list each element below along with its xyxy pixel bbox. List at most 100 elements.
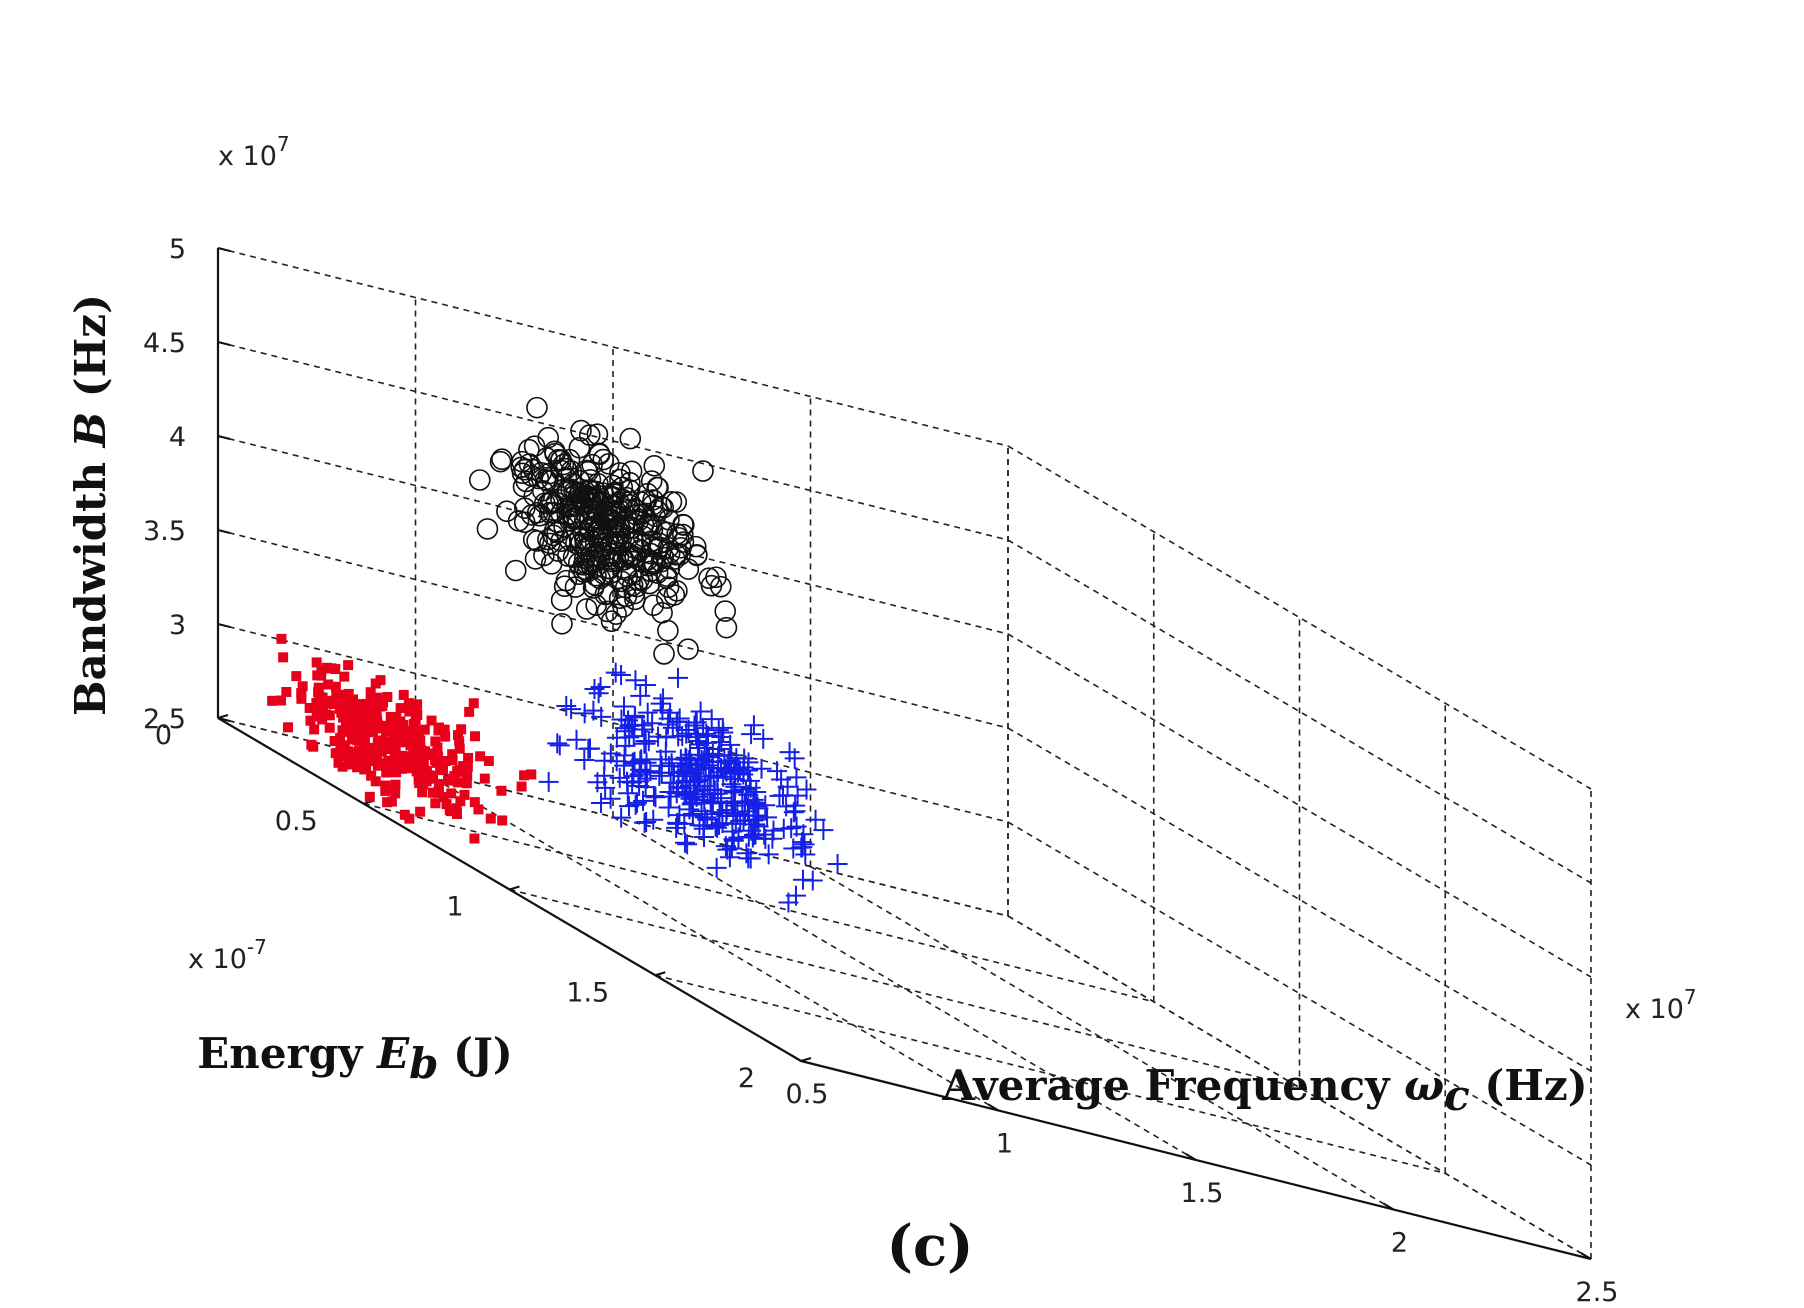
backwall-gridline-z (217, 247, 1009, 447)
data-point-circle (647, 476, 669, 499)
data-point-plus (611, 664, 632, 685)
data-point-plus (700, 779, 721, 800)
data-point-circle (468, 469, 491, 491)
data-point-square (433, 725, 444, 736)
sidewall-gridline-z (1007, 727, 1592, 1072)
data-point-plus (683, 772, 704, 793)
data-point-circle (511, 462, 534, 485)
data-point-plus (792, 869, 813, 890)
data-point-circle (608, 587, 631, 609)
data-point-square (405, 740, 416, 751)
data-point-square (385, 744, 396, 755)
data-point-plus (643, 786, 664, 807)
data-point-circle (620, 460, 643, 483)
data-point-square (415, 806, 426, 817)
data-point-square (385, 723, 396, 734)
data-point-plus (805, 809, 826, 830)
data-point-plus (686, 786, 707, 807)
z-axis-title: Bandwidth B (Hz) (66, 294, 115, 716)
z-tick (217, 247, 231, 252)
x-tick (1382, 1202, 1395, 1211)
data-point-square (424, 770, 435, 781)
data-point-circle (642, 594, 665, 617)
data-point-circle (513, 458, 536, 481)
data-point-square (276, 633, 287, 644)
data-point-plus (595, 777, 616, 798)
data-point-square (412, 759, 423, 770)
data-point-plus (666, 817, 687, 838)
data-point-square (365, 696, 376, 707)
data-point-circle (476, 518, 499, 540)
data-point-circle (646, 538, 669, 560)
data-point-plus (538, 771, 559, 792)
data-point-plus (762, 828, 783, 849)
data-point-plus (723, 802, 744, 823)
data-point-circle (553, 575, 576, 598)
data-point-plus (736, 779, 757, 800)
data-point-square (462, 761, 473, 772)
data-point-circle (574, 538, 597, 560)
data-point-square (443, 775, 454, 786)
data-point-square (345, 756, 356, 767)
data-point-circle (533, 544, 555, 567)
data-point-square (370, 717, 381, 728)
data-point-square (375, 701, 386, 712)
data-point-circle (568, 534, 591, 556)
data-point-square (430, 736, 441, 747)
data-point-circle (575, 598, 598, 620)
data-point-plus (685, 712, 706, 733)
data-point-square (311, 657, 322, 668)
data-point-circle (555, 457, 577, 480)
data-point-square (358, 730, 369, 741)
data-point-square (445, 806, 456, 817)
data-point-plus (600, 743, 621, 764)
data-point-circle (568, 436, 591, 459)
data-point-plus (693, 818, 714, 839)
data-point-circle (692, 460, 714, 482)
data-point-plus (781, 818, 802, 839)
data-point-square (417, 787, 428, 798)
data-point-square (343, 688, 354, 699)
z-tick-label: 2.5 (143, 704, 186, 735)
data-point-square (470, 731, 481, 742)
data-point-square (388, 761, 399, 772)
data-point-square (433, 787, 444, 798)
data-point-plus (676, 783, 697, 804)
data-point-square (376, 746, 387, 757)
x-tick-label: 0.5 (786, 1079, 829, 1110)
data-point-circle (581, 453, 603, 476)
data-point-square (321, 662, 332, 673)
data-point-square (455, 796, 466, 807)
data-point-plus (648, 726, 669, 747)
data-point-circle (504, 559, 527, 582)
data-point-circle (640, 470, 663, 492)
data-point-square (390, 779, 401, 790)
data-point-circle (560, 478, 582, 501)
data-point-square (396, 763, 407, 774)
data-point-plus (630, 685, 651, 706)
data-point-plus (743, 715, 764, 736)
data-point-circle (611, 549, 634, 571)
data-point-plus (549, 735, 570, 756)
data-point-square (311, 711, 322, 722)
data-point-plus (745, 814, 766, 835)
data-point-plus (713, 766, 734, 787)
data-point-circle (591, 492, 614, 514)
data-point-circle (583, 573, 606, 596)
data-point-plus (719, 847, 740, 868)
data-point-plus (706, 857, 727, 878)
z-tick (217, 717, 231, 722)
data-point-square (461, 778, 472, 789)
data-point-circle (580, 530, 603, 552)
data-point-square (348, 694, 359, 705)
data-point-circle (513, 511, 536, 533)
data-point-plus (703, 765, 724, 786)
data-point-circle (537, 528, 559, 551)
data-point-plus (574, 703, 595, 724)
data-point-circle (592, 448, 615, 471)
data-point-circle (643, 552, 666, 575)
data-point-square (433, 751, 444, 762)
data-point-square (469, 797, 480, 808)
data-point-circle (522, 458, 545, 481)
